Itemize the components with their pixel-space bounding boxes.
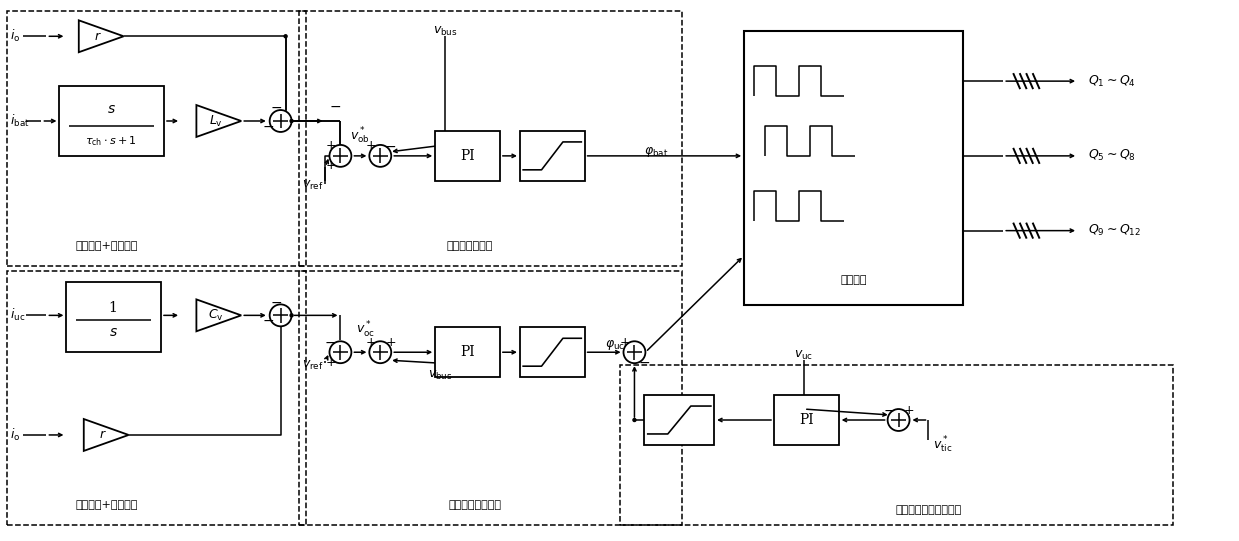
Bar <box>520 327 585 377</box>
Polygon shape <box>197 299 242 331</box>
Bar <box>520 131 585 181</box>
Text: $v_{\rm uc}$: $v_{\rm uc}$ <box>794 348 814 362</box>
Text: $i_{\rm o}$: $i_{\rm o}$ <box>10 28 20 44</box>
Text: $+$: $+$ <box>364 140 375 153</box>
Circle shape <box>369 145 392 167</box>
Text: $-$: $-$ <box>325 335 337 349</box>
Text: $v_{\rm ref}$: $v_{\rm ref}$ <box>302 359 323 372</box>
Polygon shape <box>84 419 129 451</box>
Text: $\tau_{\rm ch}\cdot s+1$: $\tau_{\rm ch}\cdot s+1$ <box>85 134 138 148</box>
Text: $Q_1{\sim}Q_4$: $Q_1{\sim}Q_4$ <box>1088 74 1136 89</box>
Text: $v_{\rm ref}$: $v_{\rm ref}$ <box>302 179 323 193</box>
Text: $v^*_{\rm tic}$: $v^*_{\rm tic}$ <box>933 435 953 455</box>
Text: 超级电容电压恢复控制: 超级电容电压恢复控制 <box>896 505 961 514</box>
Text: $v^*_{\rm ob}$: $v^*_{\rm ob}$ <box>351 126 370 146</box>
Text: $-$: $-$ <box>261 313 274 327</box>
Text: $-$: $-$ <box>270 294 281 308</box>
Circle shape <box>290 314 294 317</box>
Text: $+$: $+$ <box>325 355 336 369</box>
Text: 1: 1 <box>109 301 118 315</box>
Text: $+$: $+$ <box>364 336 375 349</box>
Circle shape <box>623 341 646 363</box>
Circle shape <box>330 341 352 363</box>
Bar <box>299 11 683 266</box>
Text: 虚拟电感+下垂控制: 虚拟电感+下垂控制 <box>76 241 138 250</box>
Bar <box>299 270 683 525</box>
Circle shape <box>270 110 291 132</box>
Text: $+$: $+$ <box>903 404 914 417</box>
Bar <box>774 395 839 445</box>
Text: $+$: $+$ <box>325 160 336 173</box>
Text: $i_{\rm uc}$: $i_{\rm uc}$ <box>10 307 25 324</box>
Bar <box>6 270 306 525</box>
Text: 移相控制: 移相控制 <box>840 275 867 286</box>
Circle shape <box>633 419 636 421</box>
Bar <box>435 327 499 377</box>
Bar <box>435 131 499 181</box>
Text: $i_{\rm bat}$: $i_{\rm bat}$ <box>10 113 28 129</box>
Bar <box>6 11 306 266</box>
Text: $+$: $+$ <box>618 336 631 349</box>
Circle shape <box>284 35 287 38</box>
Text: $v_{\rm bus}$: $v_{\rm bus}$ <box>427 368 452 382</box>
Bar <box>620 365 1172 525</box>
Text: $Q_5{\sim}Q_8$: $Q_5{\sim}Q_8$ <box>1088 148 1136 163</box>
Text: $+$: $+$ <box>325 140 336 153</box>
Text: PI: PI <box>460 345 475 359</box>
Text: $i_{\rm o}$: $i_{\rm o}$ <box>10 427 20 443</box>
Text: PI: PI <box>799 413 814 427</box>
Text: $+$: $+$ <box>384 336 396 349</box>
Text: 超级电容恒压控制: 超级电容恒压控制 <box>449 500 502 510</box>
Text: $Q_9{\sim}Q_{12}$: $Q_9{\sim}Q_{12}$ <box>1088 223 1141 238</box>
Text: $r$: $r$ <box>99 428 107 441</box>
Text: $s$: $s$ <box>107 102 115 116</box>
Text: PI: PI <box>460 149 475 163</box>
Text: $v^*_{\rm oc}$: $v^*_{\rm oc}$ <box>356 320 375 340</box>
Text: $C_{\rm v}$: $C_{\rm v}$ <box>208 308 224 323</box>
Circle shape <box>270 305 291 326</box>
Circle shape <box>290 120 294 122</box>
Text: $-$: $-$ <box>384 139 396 153</box>
Text: $-$: $-$ <box>330 99 342 113</box>
Circle shape <box>330 145 352 167</box>
Text: $-$: $-$ <box>638 355 650 369</box>
Text: 虚拟电容+下垂控制: 虚拟电容+下垂控制 <box>76 500 138 510</box>
Bar <box>67 282 161 352</box>
Bar <box>59 86 164 156</box>
Text: 蓄电池恒压控制: 蓄电池恒压控制 <box>447 241 493 250</box>
Bar <box>644 395 714 445</box>
Polygon shape <box>79 21 124 52</box>
Bar <box>745 31 964 305</box>
Polygon shape <box>197 105 242 137</box>
Text: $L_{\rm v}$: $L_{\rm v}$ <box>209 114 223 129</box>
Text: $\varphi_{\rm uc}$: $\varphi_{\rm uc}$ <box>605 338 624 352</box>
Text: $-$: $-$ <box>882 403 895 417</box>
Text: $-$: $-$ <box>261 119 274 133</box>
Text: $-$: $-$ <box>270 100 281 114</box>
Circle shape <box>369 341 392 363</box>
Text: $\varphi_{\rm bat}$: $\varphi_{\rm bat}$ <box>644 145 669 159</box>
Circle shape <box>887 409 909 431</box>
Text: $s$: $s$ <box>109 325 118 339</box>
Text: $v_{\rm bus}$: $v_{\rm bus}$ <box>432 25 457 38</box>
Text: $r$: $r$ <box>94 30 102 43</box>
